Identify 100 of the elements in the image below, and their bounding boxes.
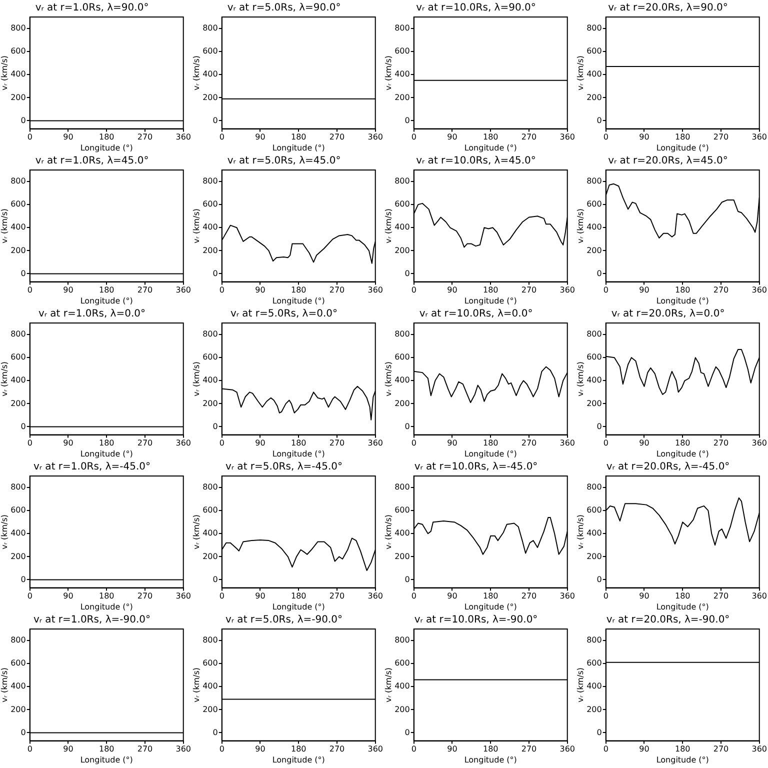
y-axis-title: vᵣ (km/s)	[0, 667, 9, 702]
x-tick-label: 360	[176, 132, 192, 142]
chart-title: vᵣ at r=5.0Rs, λ=-90.0°	[226, 614, 342, 626]
x-axis-title: Longitude (°)	[464, 602, 517, 612]
y-tick-label: 0	[404, 574, 410, 584]
y-tick-label: 600	[394, 200, 410, 209]
chart-title: vᵣ at r=5.0Rs, λ=90.0°	[227, 2, 341, 14]
x-tick-label: 180	[290, 592, 306, 601]
y-tick-label: 800	[10, 636, 26, 645]
x-tick-label: 0	[27, 438, 32, 448]
x-tick-label: 180	[482, 286, 498, 295]
chart-title: vᵣ at r=1.0Rs, λ=90.0°	[35, 2, 149, 14]
y-tick-label: 200	[394, 92, 410, 102]
y-tick-label: 200	[10, 704, 26, 714]
x-axis-title: Longitude (°)	[656, 296, 709, 306]
x-tick-label: 0	[27, 592, 32, 601]
x-tick-label: 270	[521, 744, 537, 754]
chart-title: vᵣ at r=10.0Rs, λ=90.0°	[416, 2, 536, 14]
x-tick-label: 360	[176, 438, 192, 448]
y-axis-title: vᵣ (km/s)	[576, 514, 585, 550]
x-tick-label: 90	[639, 744, 650, 754]
y-tick-label: 800	[586, 482, 602, 492]
x-tick-label: 360	[368, 592, 384, 601]
chart-title: vᵣ at r=1.0Rs, λ=-45.0°	[34, 462, 150, 473]
x-tick-label: 90	[447, 744, 458, 754]
y-tick-label: 0	[596, 422, 602, 431]
y-tick-label: 400	[202, 222, 218, 232]
y-tick-label: 600	[586, 46, 602, 56]
x-tick-label: 90	[255, 132, 266, 142]
x-tick-label: 270	[713, 744, 729, 754]
x-tick-label: 90	[255, 438, 266, 448]
y-tick-label: 200	[586, 552, 602, 561]
x-axis-title: Longitude (°)	[656, 143, 709, 152]
x-tick-label: 270	[521, 592, 537, 601]
x-tick-label: 180	[674, 744, 690, 754]
x-axis-title: Longitude (°)	[80, 143, 133, 152]
x-tick-label: 270	[521, 286, 537, 295]
y-tick-label: 0	[404, 268, 410, 278]
x-axis-title: Longitude (°)	[272, 755, 325, 764]
x-tick-label: 180	[482, 592, 498, 601]
x-tick-label: 180	[482, 438, 498, 448]
y-tick-label: 200	[10, 398, 26, 408]
y-tick-label: 200	[202, 704, 218, 714]
y-axis-title: vᵣ (km/s)	[384, 208, 393, 244]
chart-title: vᵣ at r=10.0Rs, λ=0.0°	[419, 308, 533, 320]
y-tick-label: 600	[202, 46, 218, 56]
x-tick-label: 270	[137, 438, 153, 448]
y-tick-label: 600	[202, 658, 218, 668]
x-tick-label: 0	[603, 438, 608, 448]
y-axis-title: vᵣ (km/s)	[192, 667, 201, 702]
y-tick-label: 600	[202, 506, 218, 515]
y-tick-label: 0	[212, 268, 218, 278]
x-tick-label: 90	[63, 438, 74, 448]
x-tick-label: 0	[411, 592, 416, 601]
y-tick-label: 800	[394, 482, 410, 492]
x-tick-label: 180	[290, 132, 306, 142]
y-axis-title: vᵣ (km/s)	[0, 514, 9, 550]
y-tick-label: 800	[586, 176, 602, 186]
y-axis-title: vᵣ (km/s)	[576, 208, 585, 244]
x-tick-label: 0	[411, 286, 416, 295]
x-tick-label: 360	[176, 744, 192, 754]
chart-title: vᵣ at r=20.0Rs, λ=-45.0°	[606, 462, 730, 473]
x-tick-label: 270	[329, 744, 345, 754]
chart-title: vᵣ at r=20.0Rs, λ=0.0°	[611, 308, 725, 320]
y-tick-label: 200	[586, 704, 602, 714]
y-tick-label: 800	[10, 482, 26, 492]
x-tick-label: 360	[176, 286, 192, 295]
y-tick-label: 0	[596, 268, 602, 278]
x-tick-label: 270	[329, 438, 345, 448]
x-axis-title: Longitude (°)	[80, 296, 133, 306]
x-tick-label: 180	[98, 286, 114, 295]
x-tick-label: 180	[290, 438, 306, 448]
y-tick-label: 200	[202, 246, 218, 255]
y-tick-label: 600	[394, 658, 410, 668]
y-tick-label: 200	[10, 552, 26, 561]
x-tick-label: 270	[521, 438, 537, 448]
y-tick-label: 200	[10, 246, 26, 255]
chart-title: vᵣ at r=10.0Rs, λ=45.0°	[416, 156, 536, 167]
y-tick-label: 0	[212, 116, 218, 125]
chart-title: vᵣ at r=5.0Rs, λ=0.0°	[230, 308, 338, 320]
x-tick-label: 0	[411, 744, 416, 754]
y-tick-label: 400	[394, 70, 410, 79]
y-tick-label: 600	[586, 506, 602, 515]
x-axis-title: Longitude (°)	[464, 296, 517, 306]
x-tick-label: 90	[63, 744, 74, 754]
y-axis-title: vᵣ (km/s)	[576, 55, 585, 90]
y-tick-label: 800	[586, 636, 602, 645]
x-tick-label: 180	[98, 132, 114, 142]
y-tick-label: 400	[202, 528, 218, 538]
y-tick-label: 0	[596, 574, 602, 584]
x-tick-label: 360	[560, 132, 576, 142]
x-tick-label: 180	[290, 286, 306, 295]
y-tick-label: 400	[202, 682, 218, 691]
chart-title: vᵣ at r=5.0Rs, λ=-45.0°	[226, 462, 342, 473]
x-tick-label: 90	[255, 286, 266, 295]
x-tick-label: 180	[290, 744, 306, 754]
x-tick-label: 360	[560, 592, 576, 601]
y-tick-label: 600	[394, 352, 410, 362]
x-tick-label: 0	[27, 132, 32, 142]
x-tick-label: 360	[176, 592, 192, 601]
